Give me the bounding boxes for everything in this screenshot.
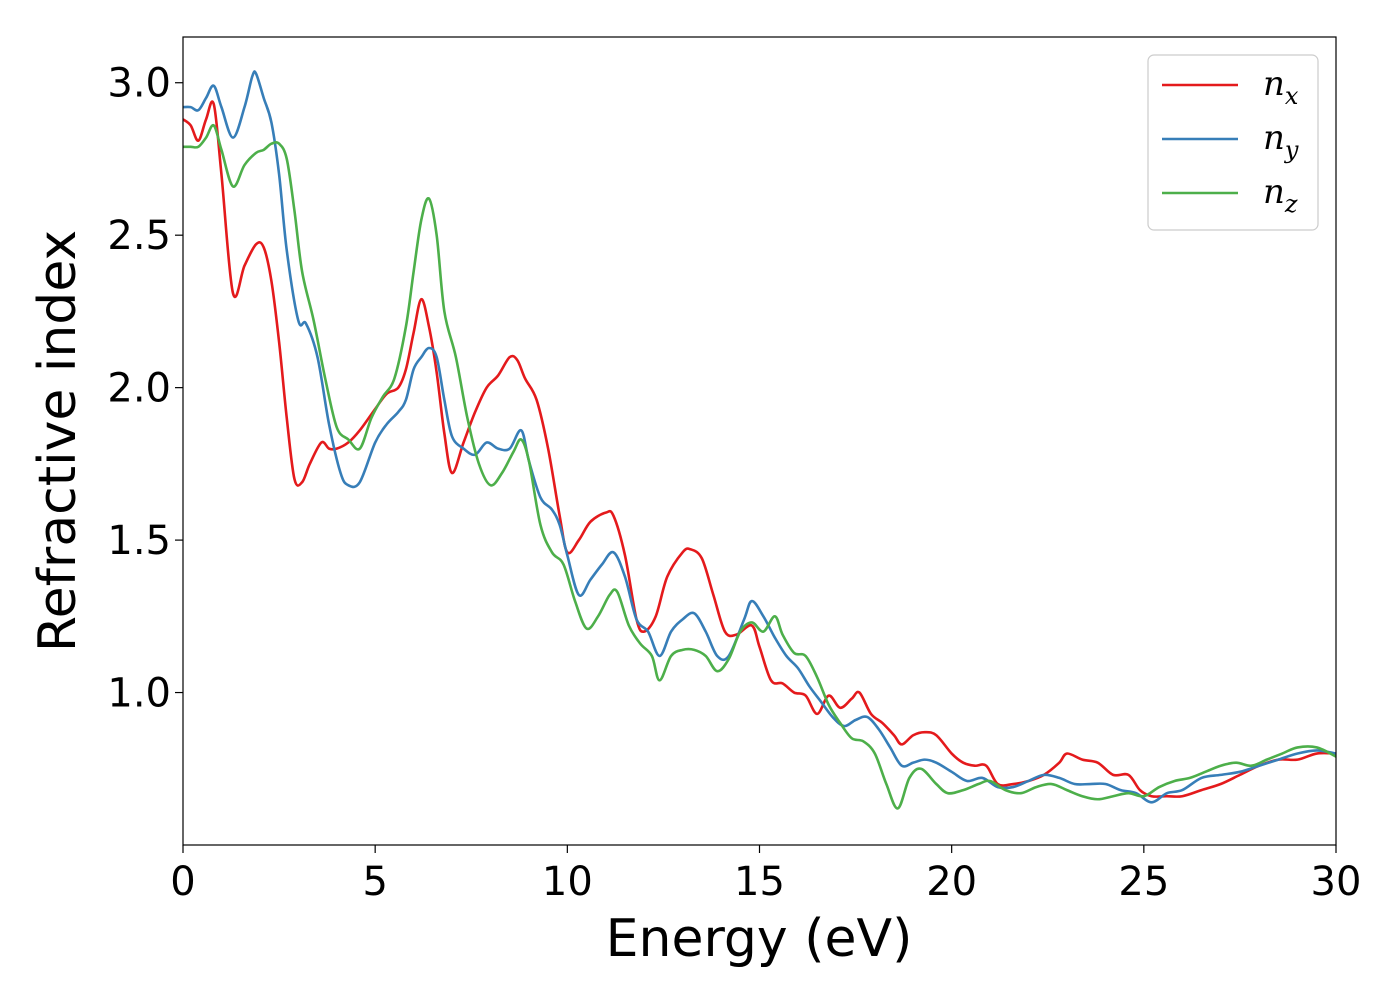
x-tick-label: 25 (1118, 859, 1169, 905)
x-axis-ticks: 0 5 10 15 20 25 30 (170, 845, 1361, 905)
x-tick-label: 10 (542, 859, 593, 905)
y-axis-ticks: 1.0 1.5 2.0 2.5 3.0 (107, 61, 183, 717)
y-tick-label: 3.0 (107, 61, 171, 107)
legend-label-nz: nz (1263, 172, 1298, 218)
x-tick-label: 30 (1311, 859, 1362, 905)
legend-box (1147, 54, 1319, 231)
legend-label-ny: ny (1263, 118, 1299, 164)
x-tick-label: 5 (362, 859, 387, 905)
x-axis-title: Energy (eV) (606, 909, 913, 969)
series-line-nz (183, 123, 1336, 810)
x-tick-label: 20 (926, 859, 977, 905)
series-line-nx (183, 100, 1336, 798)
legend-label-nx: nx (1263, 64, 1299, 110)
series-line-ny (183, 70, 1336, 804)
y-tick-label: 1.5 (107, 518, 171, 564)
legend: nx ny nz (1147, 54, 1319, 231)
x-tick-label: 0 (170, 859, 195, 905)
y-tick-label: 1.0 (107, 671, 171, 717)
legend-entries: nx ny nz (1162, 64, 1299, 218)
x-tick-label: 15 (734, 859, 785, 905)
y-tick-label: 2.5 (107, 213, 171, 259)
y-tick-label: 2.0 (107, 366, 171, 412)
series-layer (183, 70, 1336, 810)
y-axis-title: Refractive index (28, 230, 88, 652)
